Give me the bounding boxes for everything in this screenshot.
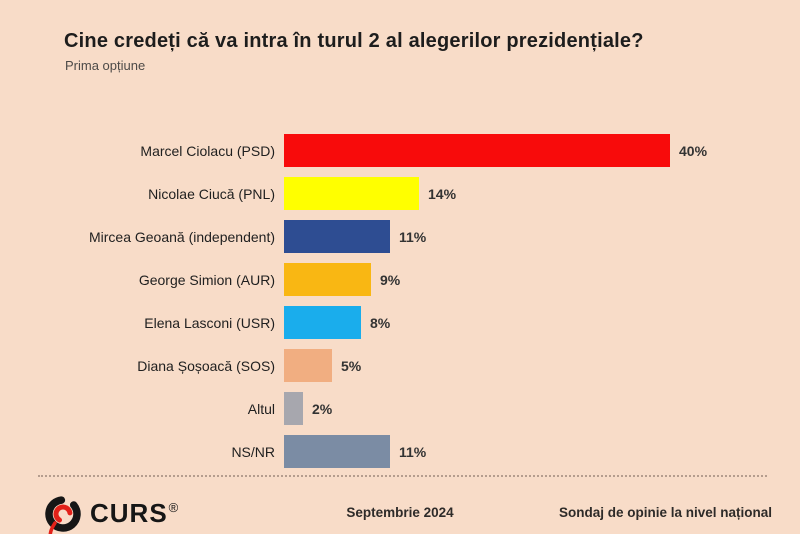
bar-value-label: 9% (380, 271, 401, 288)
page-title: Cine credeți că va intra în turul 2 al a… (64, 30, 644, 52)
bar-row: Nicolae Ciucă (PNL) 14% (0, 177, 800, 210)
bar-value-label: 5% (341, 357, 362, 374)
bar-row: Elena Lasconi (USR) 8% (0, 306, 800, 339)
logo-text: CURS® (90, 498, 180, 528)
bar-category-label: NS/NR (231, 443, 275, 460)
poll-scope-note: Sondaj de opinie la nivel național (558, 505, 772, 520)
poll-date: Septembrie 2024 (346, 505, 454, 520)
bar (284, 306, 361, 339)
bar-category-label: Diana Șoșoacă (SOS) (137, 357, 275, 374)
registered-trademark: ® (168, 500, 180, 516)
bar-row: Diana Șoșoacă (SOS) 5% (0, 349, 800, 382)
bar-category-label: Marcel Ciolacu (PSD) (140, 142, 275, 159)
bar (284, 220, 390, 253)
dotted-separator (38, 475, 767, 477)
bar-category-label: Elena Lasconi (USR) (144, 314, 275, 331)
bar-value-label: 11% (399, 228, 427, 245)
page-subtitle: Prima opțiune (65, 58, 146, 73)
bar (284, 349, 332, 382)
bar (284, 263, 371, 296)
bar (284, 134, 670, 167)
bar-chart: Marcel Ciolacu (PSD) 40% Nicolae Ciucă (PN… (0, 134, 800, 478)
bar-value-label: 40% (679, 142, 708, 159)
bar-category-label: Altul (247, 400, 275, 417)
bar-row: Altul 2% (0, 392, 800, 425)
curs-logo: CURS® (42, 495, 179, 534)
bar-value-label: 8% (370, 314, 391, 331)
bar-row: George Simion (AUR) 9% (0, 263, 800, 296)
bar-row: Marcel Ciolacu (PSD) 40% (0, 134, 800, 167)
bar-category-label: Nicolae Ciucă (PNL) (148, 185, 275, 202)
bar (284, 177, 419, 210)
bar (284, 392, 303, 425)
bar-value-label: 11% (399, 443, 427, 460)
footer: CURS® Septembrie 2024 Sondaj de opinie l… (0, 490, 800, 534)
bar (284, 435, 390, 468)
bar-category-label: George Simion (AUR) (138, 271, 275, 288)
bar-row: NS/NR 11% (0, 435, 800, 468)
bar-value-label: 2% (312, 400, 333, 417)
bar-category-label: Mircea Geoană (independent) (88, 228, 275, 245)
curs-swirl-icon (45, 496, 81, 534)
bar-value-label: 14% (428, 185, 457, 202)
bar-row: Mircea Geoană (independent) 11% (0, 220, 800, 253)
